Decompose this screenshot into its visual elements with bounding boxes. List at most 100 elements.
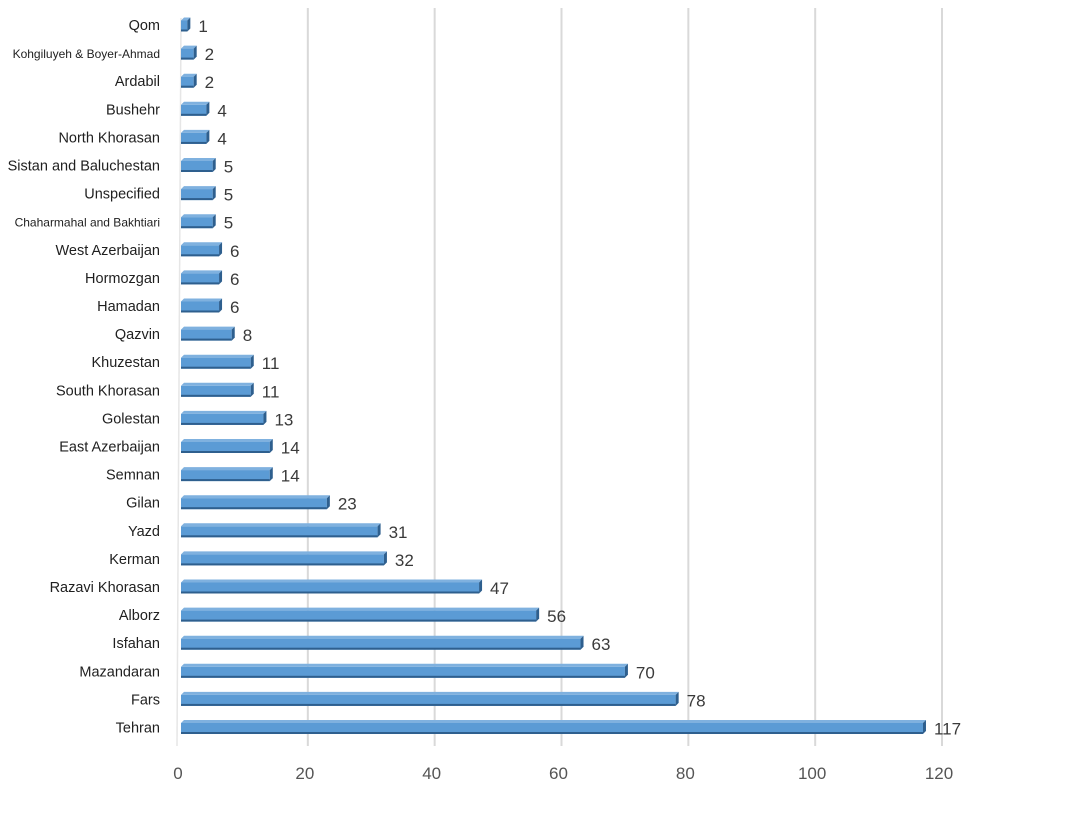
category-label: West Azerbaijan bbox=[55, 243, 160, 259]
category-label: South Khorasan bbox=[56, 383, 160, 399]
bar-top-face bbox=[181, 495, 330, 499]
bar-21 bbox=[181, 607, 540, 622]
bar-bottom-edge bbox=[181, 422, 264, 425]
bar-side-face bbox=[269, 467, 273, 482]
bar-side-face bbox=[377, 523, 381, 538]
bar-bottom-edge bbox=[181, 703, 676, 706]
category-label: Isfahan bbox=[112, 636, 160, 652]
bar-top-face bbox=[181, 635, 584, 639]
data-label: 14 bbox=[281, 467, 300, 486]
bar-bottom-edge bbox=[181, 563, 384, 566]
bar-side-face bbox=[922, 720, 926, 734]
bar-front-face bbox=[181, 20, 188, 32]
data-label: 14 bbox=[281, 439, 300, 458]
data-label: 47 bbox=[490, 579, 509, 598]
x-tick-label: 0 bbox=[173, 764, 182, 783]
bar-top-face bbox=[181, 158, 216, 161]
bar-top-face bbox=[181, 73, 197, 77]
bar-2 bbox=[181, 73, 197, 88]
bar-top-face bbox=[181, 467, 273, 471]
bar-17 bbox=[181, 495, 330, 510]
bar-front-face bbox=[181, 694, 676, 706]
bar-20 bbox=[181, 579, 483, 594]
bar-top-face bbox=[181, 214, 216, 218]
bar-bottom-edge bbox=[181, 647, 581, 650]
data-label: 5 bbox=[224, 186, 233, 205]
bar-bottom-edge bbox=[181, 591, 480, 594]
bar-bottom-edge bbox=[181, 479, 270, 482]
bar-front-face bbox=[181, 217, 213, 229]
bar-side-face bbox=[580, 635, 584, 650]
category-labels: Qom Kohgiluyeh & Boyer-Ahmad Ardabil Busheh… bbox=[8, 18, 161, 737]
bar-front-face bbox=[181, 582, 480, 594]
x-tick-label: 120 bbox=[925, 764, 953, 783]
bar-18 bbox=[181, 523, 381, 538]
bar-bottom-edge bbox=[181, 535, 378, 538]
bar-top-face bbox=[181, 691, 679, 695]
category-label: Unspecified bbox=[84, 187, 160, 203]
category-label: Hamadan bbox=[97, 299, 160, 315]
bar-top-face bbox=[181, 242, 223, 246]
x-tick-label: 60 bbox=[549, 764, 568, 783]
bar-top-face bbox=[181, 270, 223, 274]
bar-side-face bbox=[212, 186, 216, 201]
data-label: 31 bbox=[389, 523, 408, 542]
bar-10 bbox=[181, 298, 223, 313]
bar-side-face bbox=[219, 242, 223, 257]
x-tick-label: 100 bbox=[798, 764, 826, 783]
value-labels: 1224455566681111131414233132475663707811… bbox=[198, 17, 961, 739]
category-label: Semnan bbox=[106, 468, 160, 484]
bar-4 bbox=[181, 129, 210, 144]
bar-14 bbox=[181, 410, 267, 425]
bar-top-face bbox=[181, 101, 210, 105]
bar-13 bbox=[181, 382, 254, 397]
bar-11 bbox=[181, 326, 235, 341]
bar-bottom-edge bbox=[181, 85, 194, 88]
bar-23 bbox=[181, 663, 628, 678]
bar-bottom-edge bbox=[181, 619, 537, 622]
bar-side-face bbox=[263, 410, 267, 425]
bar-front-face bbox=[181, 76, 194, 88]
bar-front-face bbox=[181, 723, 923, 734]
category-label: Gilan bbox=[126, 496, 160, 512]
bar-side-face bbox=[250, 354, 254, 369]
bar-top-face bbox=[181, 663, 628, 667]
bar-side-face bbox=[206, 101, 210, 116]
data-label: 2 bbox=[205, 73, 214, 92]
bar-bottom-edge bbox=[181, 675, 625, 678]
bar-top-face bbox=[181, 579, 483, 583]
bar-side-face bbox=[206, 129, 210, 144]
data-label: 6 bbox=[230, 242, 239, 261]
bar-side-face bbox=[269, 439, 273, 453]
bar-0 bbox=[181, 17, 191, 32]
bar-24 bbox=[181, 691, 679, 706]
bar-bottom-edge bbox=[181, 170, 213, 172]
bar-side-face bbox=[212, 158, 216, 172]
bar-side-face bbox=[219, 298, 223, 313]
bar-bottom-edge bbox=[181, 141, 207, 144]
bar-front-face bbox=[181, 357, 251, 369]
category-label: Ardabil bbox=[115, 74, 160, 90]
data-label: 78 bbox=[687, 691, 706, 710]
data-label: 5 bbox=[224, 214, 233, 233]
data-label: 11 bbox=[262, 382, 280, 401]
bar-front-face bbox=[181, 189, 213, 201]
data-label: 8 bbox=[243, 326, 252, 345]
bar-front-face bbox=[181, 638, 581, 650]
data-label: 117 bbox=[934, 720, 961, 739]
bar-top-face bbox=[181, 410, 267, 414]
category-label: Bushehr bbox=[106, 102, 160, 118]
bar-front-face bbox=[181, 245, 220, 257]
data-label: 56 bbox=[547, 607, 566, 626]
bar-side-face bbox=[219, 270, 223, 285]
bar-bottom-edge bbox=[181, 29, 188, 32]
x-axis-ticks: 0 20 40 60 80 100 120 bbox=[173, 764, 953, 783]
bar-front-face bbox=[181, 666, 625, 678]
data-label: 4 bbox=[217, 129, 226, 148]
bar-front-face bbox=[181, 498, 327, 510]
bar-front-face bbox=[181, 413, 264, 425]
data-label: 63 bbox=[592, 635, 611, 654]
category-label: North Khorasan bbox=[58, 130, 160, 146]
bar-top-face bbox=[181, 607, 540, 611]
